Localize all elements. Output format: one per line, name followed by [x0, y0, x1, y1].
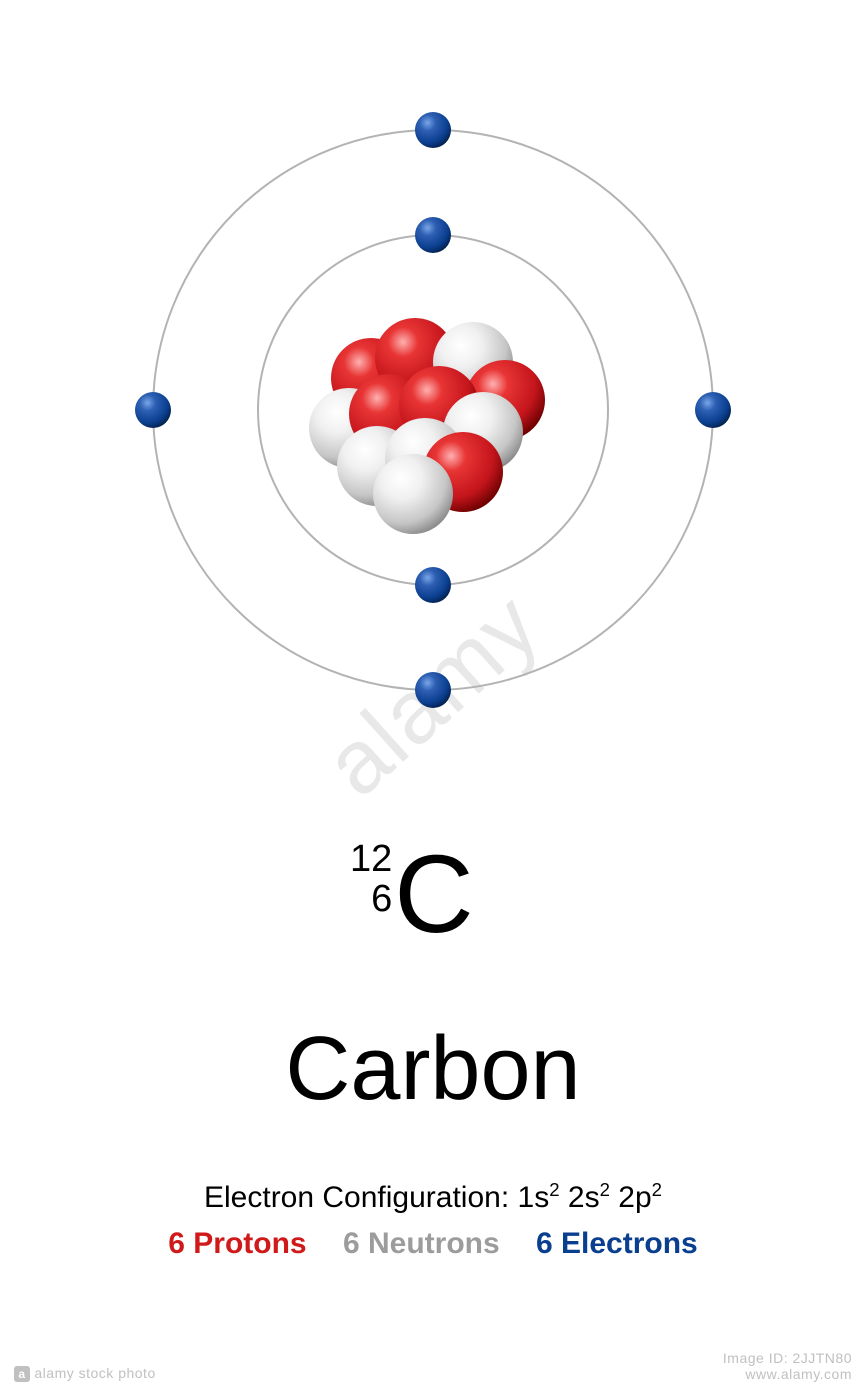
isotope-notation: 12 6 C [394, 840, 471, 960]
neutron [373, 454, 453, 534]
electron [695, 392, 731, 428]
electron [415, 112, 451, 148]
element-symbol: C [394, 833, 471, 956]
electron [415, 567, 451, 603]
nucleus [309, 318, 545, 534]
bohr-model [83, 60, 783, 760]
electron [415, 672, 451, 708]
electron-configuration: Electron Configuration: 1s2 2s2 2p2 [0, 1179, 866, 1215]
electrons-count: 6 Electrons [536, 1227, 698, 1260]
electron [135, 392, 171, 428]
watermark-bottom-left: a alamy stock photo [14, 1365, 156, 1382]
particle-counts: 6 Protons 6 Neutrons 6 Electrons [0, 1227, 866, 1261]
electron [415, 217, 451, 253]
mass-number: 12 [350, 840, 392, 880]
protons-count: 6 Protons [168, 1227, 306, 1260]
atom-infographic: alamy [0, 0, 866, 1390]
config-label: Electron Configuration: [204, 1181, 518, 1214]
neutrons-count: 6 Neutrons [343, 1227, 500, 1260]
watermark-bottom-right: Image ID: 2JJTN80 www.alamy.com [723, 1350, 852, 1382]
labels: 12 6 C Carbon Electron Configuration: 1s… [0, 840, 866, 1261]
element-name: Carbon [0, 1018, 866, 1121]
atom-svg [83, 60, 783, 760]
atomic-number: 6 [371, 880, 392, 920]
